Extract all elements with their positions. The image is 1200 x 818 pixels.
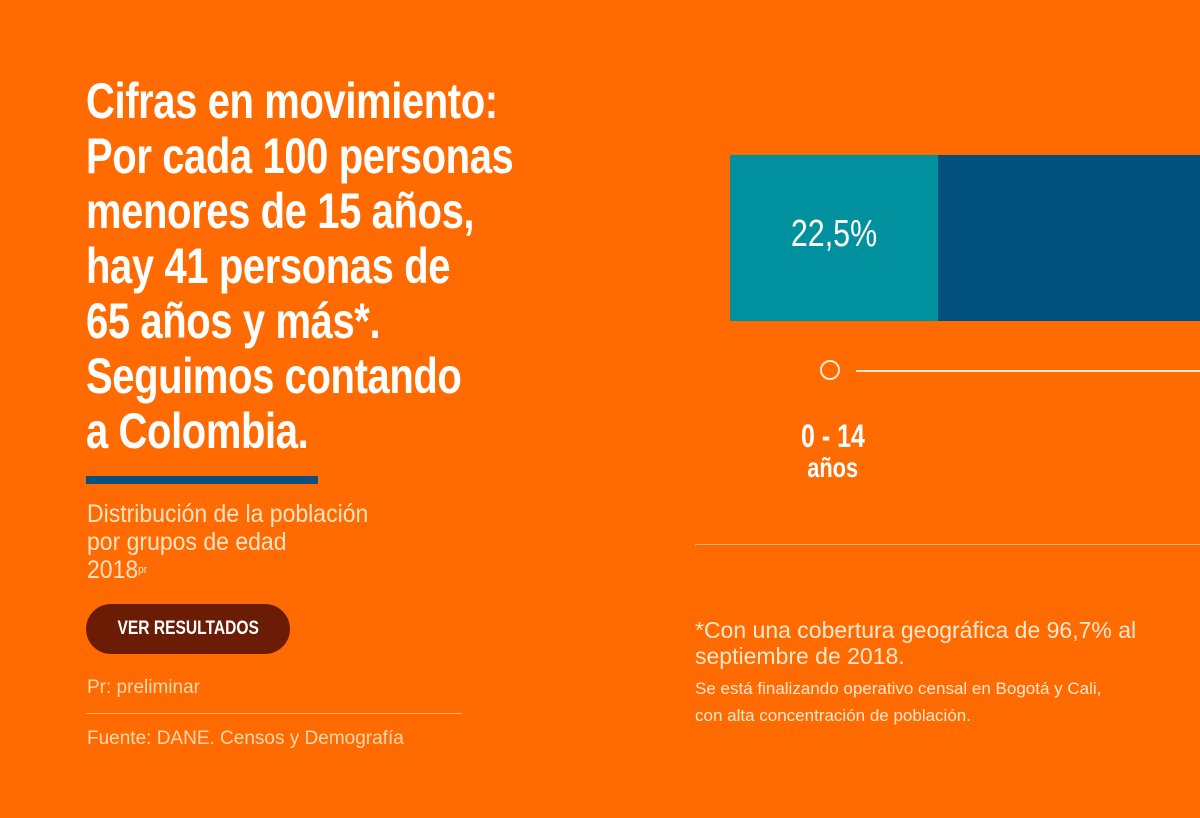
headline: Cifras en movimiento: Por cada 100 perso… [86,74,786,459]
preliminary-note: Pr: preliminar [87,677,200,698]
ver-resultados-button[interactable]: VER RESULTADOS [86,604,290,654]
footnote: *Con una cobertura geográfica de 96,7% a… [695,617,1136,669]
footnote-line: *Con una cobertura geográfica de 96,7% a… [695,617,1137,643]
headline-line: Cifras en movimiento: [86,73,498,129]
year: 2018 [87,556,139,584]
footnote-line: septiembre de 2018. [695,643,905,669]
footnote-detail: Se está finalizando operativo censal en … [695,675,1101,729]
subtitle: Distribución de la población por grupos … [87,500,368,584]
bar-segment-0-14: 22,5% [730,155,938,321]
headline-line: Por cada 100 personas [86,128,514,184]
headline-line: menores de 15 años, [86,183,475,239]
age-group-label: 0 - 14 [801,418,865,454]
divider [695,544,1200,545]
headline-line: Seguimos contando [86,348,462,404]
timeline-line [856,370,1200,372]
divider [86,713,462,714]
headline-line: 65 años y más*. [86,293,381,349]
source-note: Fuente: DANE. Censos y Demografía [87,728,404,749]
bar-segment-next [938,155,1200,321]
bar-value-label: 22,5% [790,213,878,255]
subtitle-year: 2018pr [87,556,368,584]
year-superscript: pr [138,564,148,576]
subtitle-line: Distribución de la población [87,500,369,528]
footnote-line: Se está finalizando operativo censal en … [695,679,1102,698]
footnote-line: con alta concentración de población. [695,706,971,725]
subtitle-line: por grupos de edad [87,528,287,556]
headline-line: a Colombia. [86,403,309,459]
headline-underline [86,476,318,484]
timeline-marker-icon [820,360,840,380]
headline-line: hay 41 personas de [86,238,451,294]
age-group-unit: años [807,452,859,483]
button-label: VER RESULTADOS [117,618,259,639]
